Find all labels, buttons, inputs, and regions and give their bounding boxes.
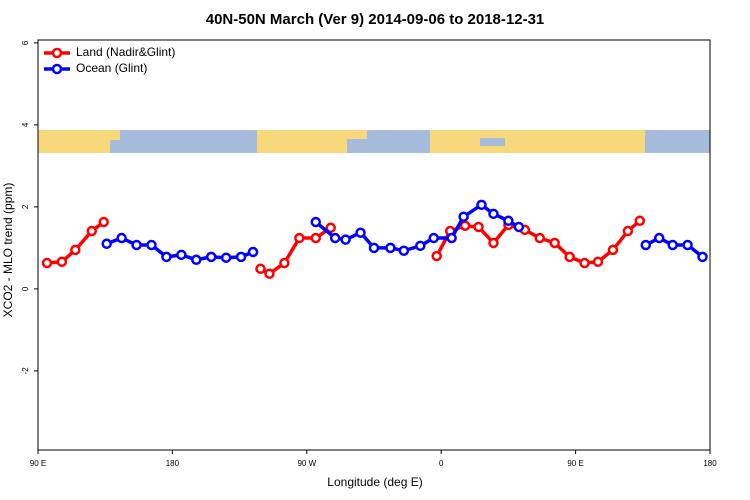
data-point <box>220 252 232 263</box>
x-tick-label: 180 <box>703 459 717 468</box>
data-point <box>667 239 678 251</box>
data-point <box>640 239 652 251</box>
data-point <box>564 251 575 263</box>
data-point <box>428 232 439 244</box>
y-tick-label: 6 <box>21 40 30 45</box>
data-point <box>513 221 525 233</box>
y-tick-label: 4 <box>21 122 30 127</box>
legend-label: Ocean (Glint) <box>76 61 147 75</box>
data-point <box>70 244 81 256</box>
data-point <box>310 216 322 228</box>
x-axis-label: Longitude (deg E) <box>327 475 422 489</box>
legend-marker <box>51 63 63 75</box>
data-point <box>255 263 266 275</box>
data-point <box>56 256 68 268</box>
data-point <box>235 251 247 263</box>
y-tick-label: -2 <box>21 367 30 375</box>
data-point <box>294 232 305 244</box>
data-point <box>176 249 187 261</box>
data-point <box>549 237 560 249</box>
data-point <box>146 239 157 251</box>
data-point <box>310 232 322 244</box>
x-tick-label: 90 W <box>297 459 316 468</box>
legend-marker <box>51 47 63 59</box>
data-point <box>247 246 259 258</box>
data-point <box>622 225 634 237</box>
data-point <box>431 250 442 262</box>
data-point <box>355 227 366 238</box>
data-point <box>325 222 336 234</box>
data-point <box>592 256 604 268</box>
y-tick-label: 2 <box>21 204 30 209</box>
data-point <box>415 240 426 252</box>
data-point <box>682 239 693 251</box>
data-point <box>264 268 275 279</box>
map-strip <box>38 130 710 153</box>
legend-label: Land (Nadir&Glint) <box>76 45 175 59</box>
x-tick-label: 0 <box>439 459 444 468</box>
data-point <box>634 215 646 227</box>
data-point <box>697 251 708 263</box>
data-point <box>191 254 202 266</box>
data-point <box>41 257 53 269</box>
data-point <box>329 232 341 244</box>
data-point <box>579 257 590 269</box>
data-point <box>398 245 410 256</box>
data-point <box>459 220 471 231</box>
data-point <box>653 232 665 244</box>
data-point <box>340 234 351 245</box>
y-tick-label: 0 <box>21 286 30 291</box>
data-point <box>131 239 142 251</box>
x-tick-label: 180 <box>166 459 180 468</box>
data-point <box>503 215 514 227</box>
data-point <box>86 225 98 237</box>
data-point <box>98 216 109 228</box>
data-point <box>476 199 487 211</box>
data-point <box>205 251 217 263</box>
data-point <box>368 242 380 254</box>
data-point <box>488 208 499 220</box>
data-point <box>385 242 396 254</box>
x-tick-label: 90 E <box>30 459 46 468</box>
data-point <box>101 238 112 250</box>
data-point <box>116 232 127 244</box>
plot-frame <box>37 39 711 451</box>
data-point <box>488 237 499 249</box>
data-point <box>607 244 619 256</box>
data-point <box>534 232 546 244</box>
x-tick-label: 90 E <box>567 459 583 468</box>
data-point <box>473 221 484 233</box>
chart-title: 40N-50N March (Ver 9) 2014-09-06 to 2018… <box>206 11 545 28</box>
y-axis-label: XCO2 - MLO trend (ppm) <box>1 183 15 318</box>
data-point <box>446 232 457 244</box>
data-point <box>458 211 469 222</box>
data-point <box>161 251 172 263</box>
data-point <box>279 257 290 269</box>
